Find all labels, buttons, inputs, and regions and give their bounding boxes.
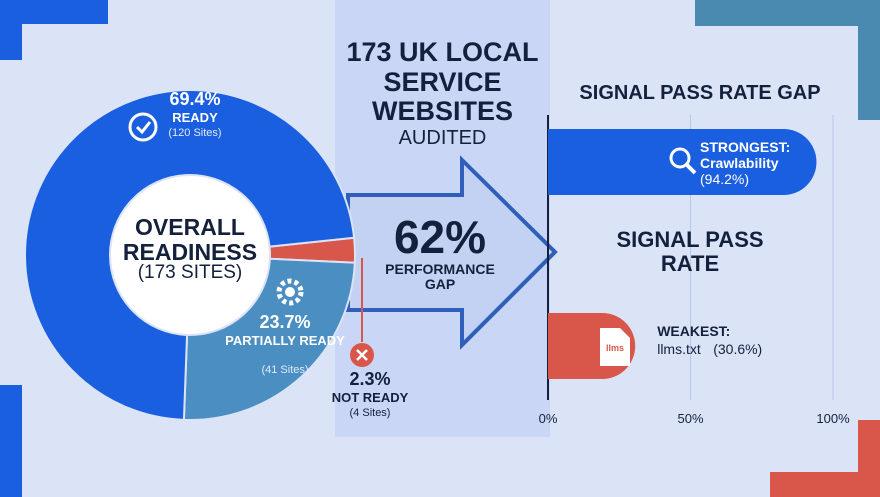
slice-note: (4 Sites) <box>349 407 391 419</box>
x-tick-label: 50% <box>677 411 704 426</box>
slice-label: PARTIALLY READY <box>225 333 345 348</box>
bar-category: Crawlability <box>700 155 779 171</box>
callout-label: PERFORMANCE GAP <box>385 261 495 293</box>
header-subtitle: AUDITED <box>398 127 487 149</box>
corner-deco <box>695 0 880 26</box>
bar-value-label: (94.2%) <box>700 171 750 187</box>
bar-annotation: SIGNAL PASS RATE <box>616 227 764 277</box>
donut-hole <box>111 176 269 334</box>
slice-value-label: 23.7% <box>259 312 311 332</box>
slice-value-label: 2.3% <box>349 369 391 389</box>
icon <box>350 343 374 367</box>
icon <box>128 112 158 142</box>
bar-prefix: WEAKEST: <box>657 323 731 339</box>
slice-label: NOT READY <box>331 390 409 405</box>
pie-slice <box>182 257 356 421</box>
slice-value-label: 69.4% <box>169 89 221 109</box>
icon <box>276 278 304 306</box>
icon-label: llms <box>605 343 624 353</box>
bar <box>548 129 817 195</box>
pie-title: OVERALL READINESS <box>122 214 258 266</box>
bar-prefix: STRONGEST: <box>700 139 791 155</box>
pie-subtitle: (173 SITES) <box>137 262 243 283</box>
bar-value-label: (30.6%) <box>713 341 763 357</box>
corner-deco <box>858 0 880 120</box>
slice-note: (120 Sites) <box>168 127 222 139</box>
x-tick-label: 0% <box>538 411 558 426</box>
header-title: 173 UK LOCAL SERVICE WEBSITES <box>346 37 539 127</box>
corner-deco <box>0 385 22 497</box>
bar-category: llms.txt <box>657 341 701 357</box>
arrow <box>346 155 558 350</box>
slice-label: READY <box>172 110 218 125</box>
x-tick-label: 100% <box>816 411 850 426</box>
icon <box>669 147 697 175</box>
corner-deco <box>0 0 22 60</box>
callout-value: 62% <box>393 211 487 263</box>
pie-slice <box>24 89 356 421</box>
icon <box>600 328 630 366</box>
bar-title: SIGNAL PASS RATE GAP <box>579 82 821 104</box>
corner-deco <box>858 420 880 497</box>
slice-note: (41 Sites) <box>261 364 309 376</box>
